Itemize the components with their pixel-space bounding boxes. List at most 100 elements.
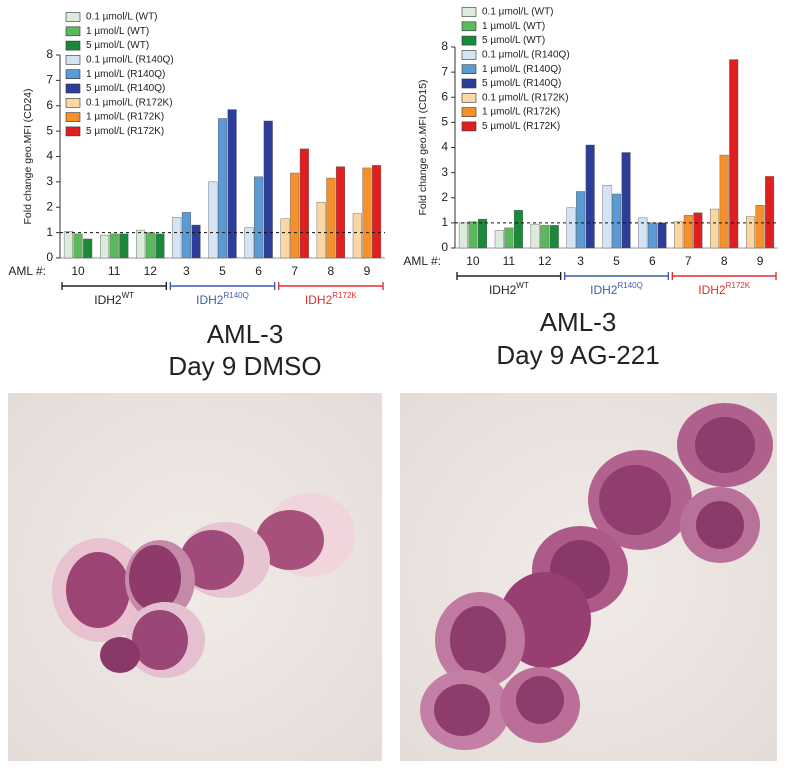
bar [254,176,264,259]
x-tick-label: 11 [503,254,516,268]
legend-swatch [461,107,477,117]
bar [280,218,290,259]
legend-swatch [461,93,477,103]
legend-swatch [461,50,477,60]
legend-label: 0.1 µmol/L (WT) [482,7,554,18]
bar [504,227,514,249]
bar [602,184,612,249]
group-name: IDH2 [590,283,618,297]
y-tick-label: 1 [441,215,448,229]
bar [352,213,362,259]
x-tick-label: 12 [144,264,158,278]
bar [316,201,326,259]
x-tick-label: 6 [255,264,262,278]
x-tick-label: 8 [327,264,334,278]
bar [227,109,237,259]
x-tick-label: 5 [219,264,226,278]
bar [566,207,576,249]
legend-label: 5 µmol/L (R140Q) [482,78,561,89]
legend-swatch [65,12,81,22]
bar [693,212,703,249]
group-name: IDH2 [489,283,517,297]
y-tick-label: 6 [441,89,448,103]
bar [530,223,540,249]
group-label: IDH2WT [489,281,529,297]
image-caption: AML-3 [540,307,617,337]
y-tick-label: 1 [46,225,53,239]
group-label: IDH2R172K [305,291,357,307]
bar [263,120,273,259]
x-axis-label: AML #: [8,264,46,278]
bar [362,167,372,259]
bar [155,233,165,259]
legend-label: 1 µmol/L (R140Q) [86,69,165,80]
x-axis-label: AML #: [403,254,441,268]
bar [585,144,595,249]
bar [755,205,765,249]
bar [576,191,586,249]
y-tick-label: 5 [441,115,448,129]
bar [335,166,345,259]
bar [172,217,182,259]
y-tick-label: 0 [46,250,53,264]
bar [244,227,254,259]
legend-swatch [65,98,81,108]
legend-swatch [461,78,477,89]
bar [540,225,550,249]
x-tick-label: 12 [538,254,552,268]
y-tick-label: 8 [441,39,448,53]
x-tick-label: 6 [649,254,656,268]
group-label: IDH2R172K [698,281,750,297]
legend-label: 0.1 µmol/L (WT) [86,12,158,23]
y-tick-label: 2 [46,199,53,213]
legend-label: 1 µmol/L (WT) [482,21,545,32]
bar [100,234,110,259]
legend-label: 5 µmol/L (WT) [86,40,149,51]
legend-label: 0.1 µmol/L (R172K) [86,97,173,108]
bar [494,230,504,249]
legend-swatch [461,121,477,132]
bar [612,193,621,249]
bar [208,181,218,259]
x-tick-label: 10 [71,264,85,278]
legend-swatch [65,69,81,79]
group-name: IDH2 [94,293,122,307]
x-tick-label: 9 [364,264,371,278]
legend-label: 0.1 µmol/L (R140Q) [482,50,570,61]
x-tick-label: 9 [757,254,764,268]
y-axis-label: Fold change geo.MFI (CD15) [417,80,429,216]
legend-swatch [461,21,477,32]
legend-swatch [65,40,81,51]
group-superscript: WT [516,281,529,290]
y-tick-label: 4 [441,140,448,154]
legend-label: 1 µmol/L (WT) [86,26,149,37]
y-axis-label: Fold change geo.MFI (CD24) [22,89,34,225]
bar [109,233,119,259]
legend-label: 5 µmol/L (R172K) [482,121,560,132]
x-tick-label: 8 [721,254,728,268]
bar [290,172,300,259]
bar [719,154,729,249]
bar [181,212,191,259]
y-tick-label: 7 [441,64,448,78]
x-tick-label: 11 [108,264,121,278]
y-tick-label: 4 [46,149,53,163]
y-tick-label: 0 [441,240,448,254]
bar [478,218,488,249]
bar [638,217,648,249]
bar [710,208,720,249]
bar [468,221,478,249]
bar [119,233,129,259]
bar [458,222,468,249]
legend-label: 0.1 µmol/L (R172K) [482,92,569,103]
bar [299,148,309,259]
legend-label: 1 µmol/L (R172K) [482,107,560,118]
legend-label: 5 µmol/L (R172K) [86,126,164,137]
bar [647,222,657,249]
group-superscript: R140Q [617,281,642,290]
legend-swatch [65,126,81,137]
legend-label: 0.1 µmol/L (R140Q) [86,55,174,66]
bar [191,224,201,259]
y-tick-label: 3 [441,165,448,179]
y-tick-label: 8 [46,47,53,61]
